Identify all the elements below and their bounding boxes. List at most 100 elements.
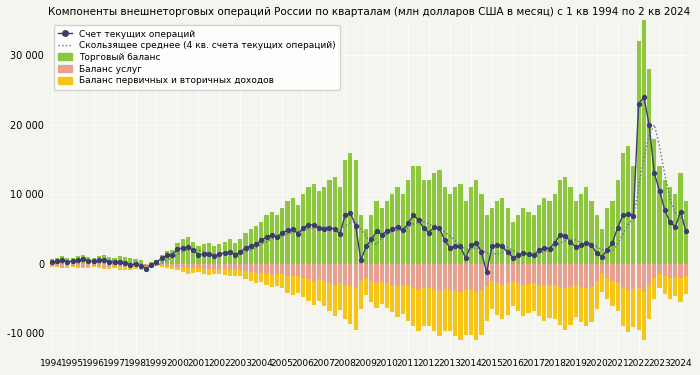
Bar — [71, 266, 75, 267]
Bar — [212, 264, 216, 269]
Bar — [652, 278, 657, 298]
Bar — [191, 242, 195, 264]
Bar — [296, 264, 300, 276]
Point — [46, 260, 57, 266]
Bar — [537, 205, 541, 264]
Bar — [223, 264, 227, 269]
Bar — [290, 264, 295, 276]
Bar — [233, 264, 237, 270]
Bar — [390, 264, 394, 285]
Bar — [474, 180, 478, 264]
Bar — [642, 21, 646, 264]
Bar — [332, 264, 337, 285]
Bar — [631, 289, 636, 327]
Bar — [584, 264, 588, 288]
Point — [198, 251, 209, 257]
Bar — [663, 180, 667, 264]
Point — [162, 252, 173, 258]
Bar — [553, 264, 557, 285]
Bar — [438, 291, 442, 336]
Bar — [374, 264, 379, 283]
Bar — [458, 292, 463, 340]
Bar — [176, 267, 179, 270]
Bar — [307, 188, 311, 264]
Bar — [265, 264, 269, 274]
Bar — [484, 286, 489, 321]
Счет текущих операций — [682, 229, 690, 233]
Point — [83, 258, 94, 264]
Bar — [448, 290, 452, 331]
Bar — [86, 264, 90, 267]
Bar — [432, 264, 436, 290]
Point — [382, 228, 393, 234]
Bar — [579, 287, 583, 321]
Bar — [647, 69, 651, 264]
Bar — [579, 194, 583, 264]
Point — [230, 252, 241, 258]
Bar — [275, 274, 279, 286]
Bar — [139, 267, 143, 270]
Bar — [55, 266, 59, 267]
Point — [293, 231, 304, 237]
Bar — [107, 267, 111, 268]
Point — [188, 247, 199, 253]
Point — [141, 266, 152, 272]
Bar — [343, 159, 347, 264]
Point — [491, 242, 503, 248]
Bar — [186, 264, 190, 268]
Bar — [532, 283, 536, 311]
Bar — [238, 264, 242, 270]
Bar — [463, 264, 468, 290]
Bar — [60, 264, 64, 267]
Point — [324, 225, 335, 231]
Bar — [328, 180, 332, 264]
Bar — [196, 268, 200, 272]
Bar — [500, 264, 505, 285]
Bar — [244, 272, 248, 279]
Bar — [202, 244, 206, 264]
Bar — [458, 264, 463, 292]
Point — [418, 225, 429, 231]
Bar — [259, 264, 263, 273]
Point — [146, 262, 157, 268]
Point — [533, 247, 545, 253]
Point — [345, 210, 356, 216]
Bar — [469, 290, 473, 335]
Bar — [657, 264, 662, 274]
Скользящее среднее (4 кв. счета текущих операций) — [661, 172, 669, 177]
Bar — [663, 264, 667, 276]
Bar — [636, 264, 641, 288]
Bar — [55, 264, 59, 266]
Bar — [395, 264, 400, 286]
Bar — [170, 264, 174, 266]
Bar — [118, 264, 122, 267]
Bar — [442, 289, 447, 330]
Bar — [526, 284, 531, 313]
Point — [508, 255, 519, 261]
Bar — [102, 255, 106, 264]
Bar — [275, 264, 279, 274]
Bar — [244, 264, 248, 272]
Bar — [411, 288, 415, 326]
Bar — [495, 283, 499, 315]
Bar — [280, 274, 284, 288]
Bar — [463, 290, 468, 335]
Bar — [490, 281, 494, 309]
Bar — [76, 266, 80, 268]
Bar — [516, 215, 520, 264]
Bar — [573, 264, 578, 285]
Point — [67, 258, 78, 264]
Point — [550, 240, 561, 246]
Bar — [626, 146, 630, 264]
Bar — [385, 283, 389, 308]
Bar — [102, 264, 106, 267]
Bar — [228, 240, 232, 264]
Bar — [354, 264, 358, 288]
Bar — [86, 257, 90, 264]
Bar — [286, 264, 290, 276]
Point — [182, 244, 193, 250]
Bar — [248, 272, 253, 280]
Point — [371, 228, 382, 234]
Bar — [379, 264, 384, 282]
Bar — [652, 139, 657, 264]
